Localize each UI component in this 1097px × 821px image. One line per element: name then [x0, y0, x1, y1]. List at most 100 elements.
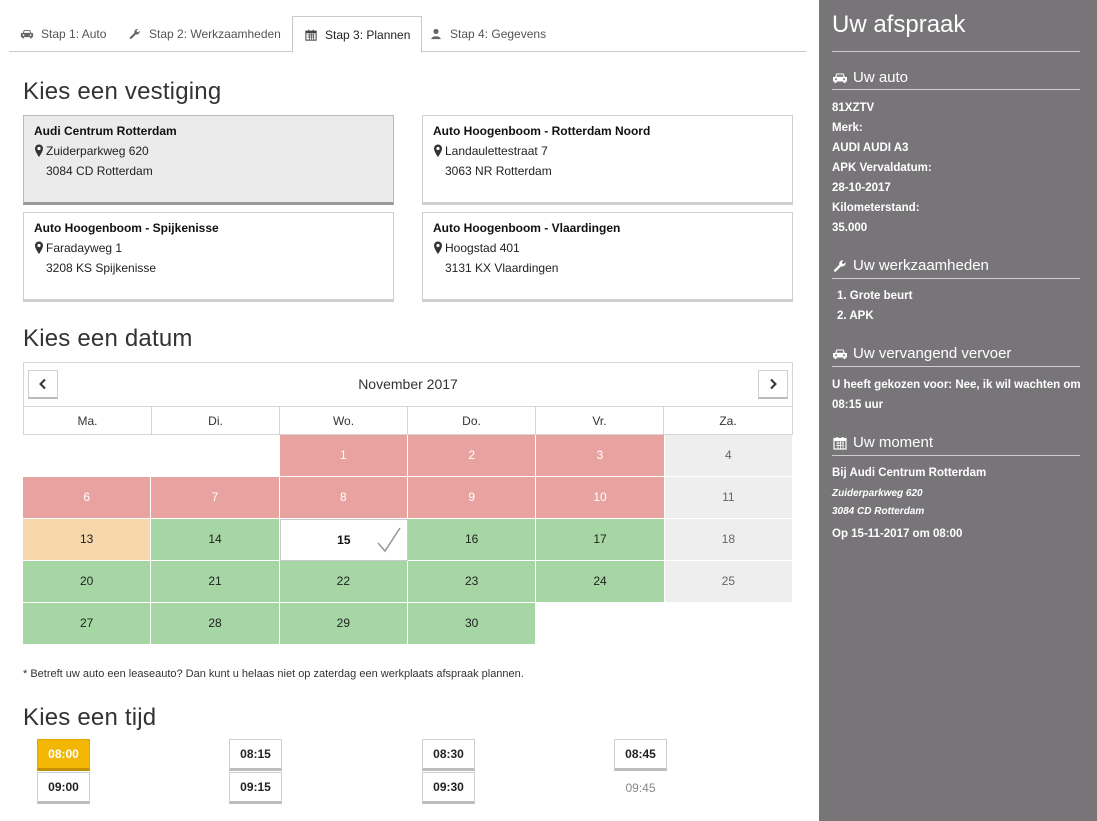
calendar-day: 10	[536, 477, 665, 519]
time-slot-0930-button[interactable]: 09:30	[422, 772, 475, 804]
weekday-header-row: Ma. Di. Wo. Do. Vr. Za.	[23, 406, 793, 435]
kilometerstand-value: 35.000	[832, 222, 868, 234]
moment-location: Bij Audi Centrum Rotterdam	[832, 467, 987, 479]
calendar-day[interactable]: 20	[23, 561, 152, 603]
tab-step-3-plannen[interactable]: Stap 3: Plannen	[292, 16, 423, 53]
calendar-days-grid: 1 2 3 4 6 7 8 9 10 11 13 14 15 16 17 18 20 21 22 23 24 25 27 28…	[23, 435, 793, 645]
day-number: 11	[722, 490, 735, 504]
tab-step-2-werkzaamheden[interactable]: Stap 2: Werkzaamheden	[117, 16, 292, 52]
calendar-day[interactable]: 23	[407, 561, 537, 603]
location-card-rotterdam-noord[interactable]: Auto Hoogenboom - Rotterdam Noord Landau…	[422, 115, 793, 205]
time-slot-0800-button[interactable]: 08:00	[37, 739, 90, 771]
location-card-audi-centrum-rotterdam[interactable]: Audi Centrum Rotterdam Zuiderparkweg 620…	[23, 115, 394, 205]
checkmark-icon	[377, 527, 401, 553]
car-icon	[833, 73, 847, 83]
weekday-label: Za.	[719, 414, 737, 428]
calendar-empty-cell	[536, 603, 665, 645]
appointment-summary-sidebar: Uw afspraak Uw auto 81XZTV Merk: AUDI AU…	[819, 0, 1097, 821]
calendar-day[interactable]: 16	[407, 519, 537, 561]
calendar-day[interactable]: 13	[23, 519, 152, 561]
calendar-day[interactable]: 17	[536, 519, 665, 561]
calendar-day: 25	[664, 561, 793, 603]
tab-label: Stap 2: Werkzaamheden	[149, 27, 281, 41]
calendar-empty-cell	[664, 603, 793, 645]
location-card-vlaardingen[interactable]: Auto Hoogenboom - Vlaardingen Hoogstad 4…	[422, 212, 793, 302]
location-name: Audi Centrum Rotterdam	[34, 124, 177, 138]
calendar-icon	[305, 29, 317, 41]
werkzaamheid-item: 1. Grote beurt	[837, 290, 913, 302]
section-title-text: Uw auto	[853, 69, 909, 86]
location-name: Auto Hoogenboom - Spijkenisse	[34, 221, 219, 235]
calendar-day: 6	[23, 477, 152, 519]
tab-step-4-gegevens[interactable]: Stap 4: Gegevens	[418, 16, 557, 52]
calendar-day[interactable]: 29	[279, 603, 408, 645]
calendar-day: 2	[407, 435, 537, 477]
time-slot-0830-button[interactable]: 08:30	[422, 739, 475, 771]
weekday-label: Wo.	[280, 407, 408, 435]
location-street: Hoogstad 401	[445, 241, 520, 255]
calendar-day[interactable]: 27	[23, 603, 152, 645]
day-number: 28	[208, 616, 222, 630]
time-slot-0945-unavailable: 09:45	[625, 781, 656, 795]
vervoer-choice: U heeft gekozen voor: Nee, ik wil wachte…	[832, 379, 1081, 391]
weekday-label: Ma.	[24, 407, 152, 435]
merk-value: AUDI AUDI A3	[832, 142, 909, 154]
location-card-spijkenisse[interactable]: Auto Hoogenboom - Spijkenisse Faradayweg…	[23, 212, 394, 302]
time-slot-0815-button[interactable]: 08:15	[229, 739, 282, 771]
wrench-icon	[129, 29, 140, 39]
calendar-day[interactable]: 30	[407, 603, 537, 645]
car-icon	[20, 30, 34, 39]
day-number: 1	[339, 448, 347, 462]
chevron-right-icon	[770, 378, 777, 390]
location-city: 3084 CD Rotterdam	[46, 164, 153, 178]
day-number: 24	[593, 574, 607, 588]
heading-kies-tijd: Kies een tijd	[23, 704, 157, 731]
day-number: 15	[337, 533, 351, 547]
time-slot-0845-button[interactable]: 08:45	[614, 739, 667, 771]
sidebar-title: Uw afspraak	[832, 11, 966, 38]
next-month-button[interactable]	[758, 370, 788, 399]
lease-note: * Betreft uw auto een leaseauto? Dan kun…	[23, 668, 524, 680]
weekday-label: Di.	[152, 407, 280, 435]
calendar-day: 11	[664, 477, 793, 519]
vervoer-time: 08:15 uur	[832, 399, 884, 411]
heading-kies-vestiging: Kies een vestiging	[23, 78, 222, 105]
calendar-header: November 2017	[23, 362, 793, 406]
calendar-day[interactable]: 24	[536, 561, 665, 603]
calendar-day-selected[interactable]: 15	[279, 519, 408, 561]
day-number: 21	[208, 574, 222, 588]
moment-street: Zuiderparkweg 620	[832, 488, 923, 499]
calendar-day[interactable]: 28	[151, 603, 280, 645]
time-slot-0900-button[interactable]: 09:00	[37, 772, 90, 804]
heading-kies-datum: Kies een datum	[23, 325, 193, 352]
calendar-empty-cell	[23, 435, 152, 477]
tab-step-1-auto[interactable]: Stap 1: Auto	[9, 16, 117, 52]
calendar-day: 8	[279, 477, 408, 519]
map-pin-icon	[434, 241, 442, 254]
werkzaamheid-item: 2. APK	[837, 310, 874, 322]
day-number: 14	[208, 532, 222, 546]
weekday-label: Vr.	[536, 407, 664, 435]
calendar-day: 3	[536, 435, 665, 477]
calendar-empty-cell	[151, 435, 280, 477]
location-name: Auto Hoogenboom - Vlaardingen	[433, 221, 621, 235]
day-number: 20	[79, 574, 94, 588]
day-number: 16	[464, 532, 479, 546]
location-city: 3208 KS Spijkenisse	[46, 261, 157, 275]
time-slot-0915-button[interactable]: 09:15	[229, 772, 282, 804]
date-calendar: November 2017 Ma. Di. Wo. Do. Vr. Za. 1 2…	[23, 362, 793, 645]
section-title-uw-moment: Uw moment	[832, 434, 933, 451]
divider	[832, 278, 1080, 279]
divider	[832, 89, 1080, 90]
tab-label: Stap 1: Auto	[41, 27, 107, 41]
map-pin-icon	[434, 144, 442, 157]
location-street: Landaulettestraat 7	[445, 144, 548, 158]
calendar-day[interactable]: 21	[151, 561, 280, 603]
day-number: 13	[79, 532, 94, 546]
divider	[832, 455, 1080, 456]
calendar-day[interactable]: 22	[279, 561, 408, 603]
step-tabs: Stap 1: Auto Stap 2: Werkzaamheden Stap …	[9, 16, 806, 53]
prev-month-button[interactable]	[28, 370, 58, 399]
calendar-day: 1	[279, 435, 408, 477]
calendar-day[interactable]: 14	[151, 519, 280, 561]
